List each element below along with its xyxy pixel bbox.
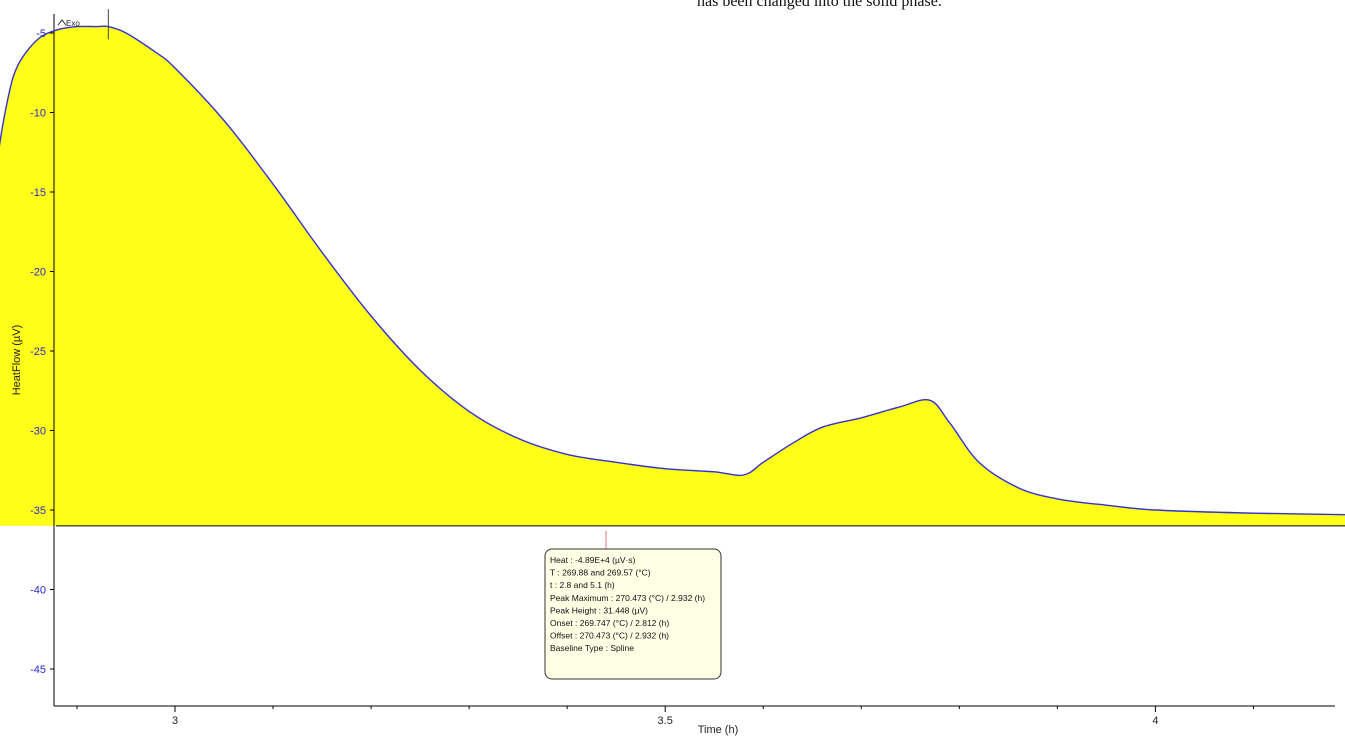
peak-area-fill-layer xyxy=(0,26,1345,526)
tooltip-line: Baseline Type : Spline xyxy=(550,643,634,653)
tooltip-line: Peak Maximum : 270.473 (°C) / 2.932 (h) xyxy=(550,593,705,603)
caption-text: has been changed into the solid phase. xyxy=(697,0,942,10)
peak-info-tooltip[interactable]: Heat : -4.89E+4 (µV·s) T : 269.88 and 269… xyxy=(544,531,722,680)
y-tick-label: -35 xyxy=(30,505,46,517)
tooltip-line: t : 2.8 and 5.1 (h) xyxy=(550,580,615,590)
y-tick-label: -30 xyxy=(30,426,46,438)
x-tick-label: 4 xyxy=(1152,715,1158,727)
tooltip-line: Offset : 270.473 (°C) / 2.932 (h) xyxy=(550,631,669,641)
tooltip-line: T : 269.88 and 269.57 (°C) xyxy=(550,568,651,578)
x-tick-label: 3.5 xyxy=(658,715,673,727)
x-axis-title: Time (h) xyxy=(698,724,739,736)
y-tick-label: -45 xyxy=(30,664,46,676)
y-tick-label: -15 xyxy=(30,187,46,199)
tooltip-line: Heat : -4.89E+4 (µV·s) xyxy=(550,555,636,565)
markers-layer xyxy=(107,9,109,40)
y-tick-label: -10 xyxy=(30,108,46,120)
axes-layer xyxy=(53,14,1335,707)
tooltip-line: Peak Height : 31.448 (µV) xyxy=(550,605,648,615)
peak-area-fill xyxy=(0,26,1345,526)
y-axis-title: HeatFlow (µV) xyxy=(11,325,23,396)
y-tick-label: -40 xyxy=(30,585,46,597)
exo-arrow-icon xyxy=(57,19,67,26)
curve-layer xyxy=(0,25,1345,516)
tooltip-line: Onset : 269.747 (°C) / 2.812 (h) xyxy=(550,618,669,628)
y-tick-label: -5 xyxy=(36,28,46,40)
exo-label: Exo xyxy=(66,19,80,28)
y-tick-label: -20 xyxy=(30,267,46,279)
tooltip-box xyxy=(544,548,722,680)
heatflow-curve xyxy=(0,25,1345,516)
x-tick-label: 3 xyxy=(172,715,178,727)
y-tick-label: -25 xyxy=(30,346,46,358)
